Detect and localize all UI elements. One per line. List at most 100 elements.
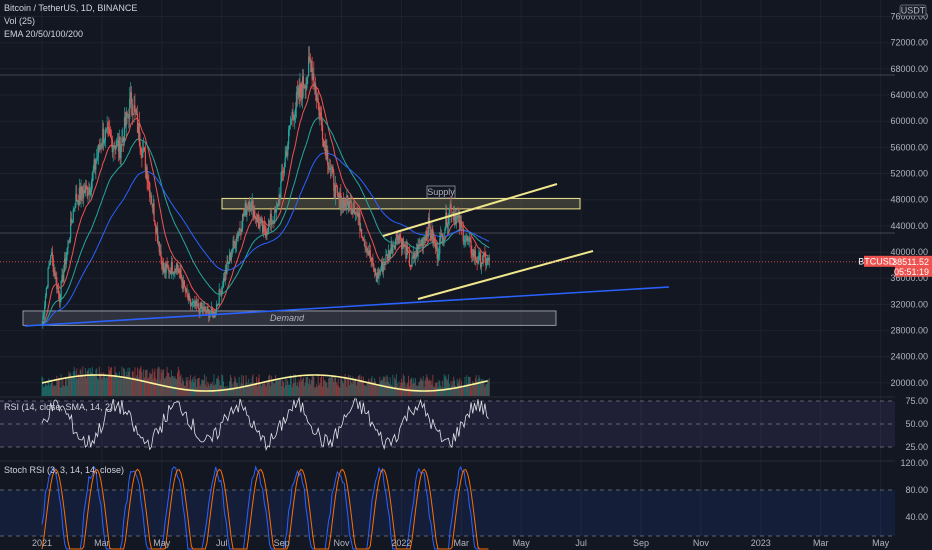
candle-body (131, 104, 133, 115)
candle-body (112, 146, 114, 153)
volume-bar (442, 387, 444, 396)
candle-body (50, 255, 52, 261)
volume-bar (79, 368, 81, 396)
volume-bar (281, 386, 283, 396)
volume-bar (167, 372, 169, 396)
candle-body (187, 294, 189, 300)
demand-zone (22, 310, 557, 326)
volume-bar (76, 368, 78, 396)
candle-body (176, 263, 179, 269)
volume-bar (113, 375, 115, 396)
volume-bar (289, 384, 291, 396)
candle-body (395, 232, 397, 240)
volume-bar (308, 379, 310, 396)
volume-bar (405, 387, 407, 396)
candle-body (470, 240, 472, 254)
volume-bar (56, 375, 58, 396)
candle-body (279, 194, 281, 199)
volume-bar (381, 379, 383, 396)
candle-body (239, 228, 241, 230)
candle-body (283, 167, 285, 173)
volume-bar (309, 384, 311, 396)
volume-bar (61, 387, 63, 396)
candle-body (366, 246, 368, 253)
candle-body (369, 250, 371, 259)
candle-body (444, 228, 446, 234)
volume-bar (157, 366, 159, 396)
volume-bar (139, 368, 141, 396)
candle-body (295, 108, 297, 117)
candle-body (128, 114, 130, 119)
volume-bar (150, 374, 152, 396)
candle-body (475, 259, 477, 261)
candle-body (201, 307, 203, 309)
price-tick-label: 36000.00 (890, 273, 928, 283)
time-tick-label: Jul (216, 538, 228, 548)
candle-body (442, 238, 444, 243)
candle-body (58, 293, 60, 303)
volume-bar (49, 385, 51, 396)
price-tag-countdown: 05:51:19 (894, 267, 929, 277)
volume-bar (479, 377, 481, 396)
candle-body (147, 181, 149, 183)
candle-body (189, 295, 191, 300)
candle-body (303, 87, 305, 89)
volume-bar (186, 380, 188, 396)
candle-body (282, 172, 285, 174)
volume-bar (239, 386, 241, 396)
volume-bar (92, 374, 94, 396)
candle-body (277, 203, 279, 207)
volume-bar (271, 380, 273, 396)
volume-bar (461, 387, 463, 396)
volume-bar (249, 384, 251, 396)
candle-body (182, 281, 184, 289)
volume-bar (251, 376, 253, 396)
volume-bar (394, 377, 396, 396)
volume-bar (200, 384, 202, 396)
volume-bar (324, 379, 326, 396)
candle-body (487, 258, 490, 261)
volume-bar (211, 381, 213, 396)
volume-bar (124, 368, 126, 396)
candle-body (75, 193, 77, 207)
volume-bar (437, 387, 439, 396)
candle-body (59, 298, 61, 303)
candle-body (304, 85, 306, 88)
candle-body (358, 212, 360, 218)
candle-body (295, 92, 298, 109)
candle-body (167, 266, 169, 268)
candle-body (139, 142, 141, 150)
volume-bar (483, 383, 485, 396)
candle-body (433, 237, 436, 243)
volume-bar (360, 381, 362, 396)
volume-bar (205, 376, 207, 396)
candle-body (63, 271, 65, 282)
volume-bar (256, 386, 258, 396)
candle-body (473, 249, 475, 257)
candle-body (381, 262, 384, 272)
candle-body (388, 250, 390, 259)
candle-body (410, 265, 412, 267)
volume-bar (254, 383, 256, 396)
candle-body (132, 114, 134, 116)
volume-bar (231, 383, 233, 396)
volume-bar (241, 374, 243, 396)
candle-body (486, 263, 488, 266)
volume-bar (460, 380, 462, 396)
candle-body (342, 199, 344, 211)
candle-body (259, 222, 261, 228)
candle-body (140, 149, 142, 153)
candle-body (336, 186, 338, 194)
stoch-d-line (41, 468, 489, 550)
candle-body (464, 239, 466, 242)
candle-body (86, 186, 88, 197)
candle-body (450, 204, 452, 215)
candle-body (85, 185, 87, 187)
volume-bar (444, 376, 446, 396)
volume-bar (294, 382, 296, 396)
candle-body (161, 257, 163, 269)
rsi-label: RSI (14, close, SMA, 14, 2) (4, 402, 114, 412)
volume-bar (372, 383, 374, 396)
candle-body (424, 237, 426, 241)
